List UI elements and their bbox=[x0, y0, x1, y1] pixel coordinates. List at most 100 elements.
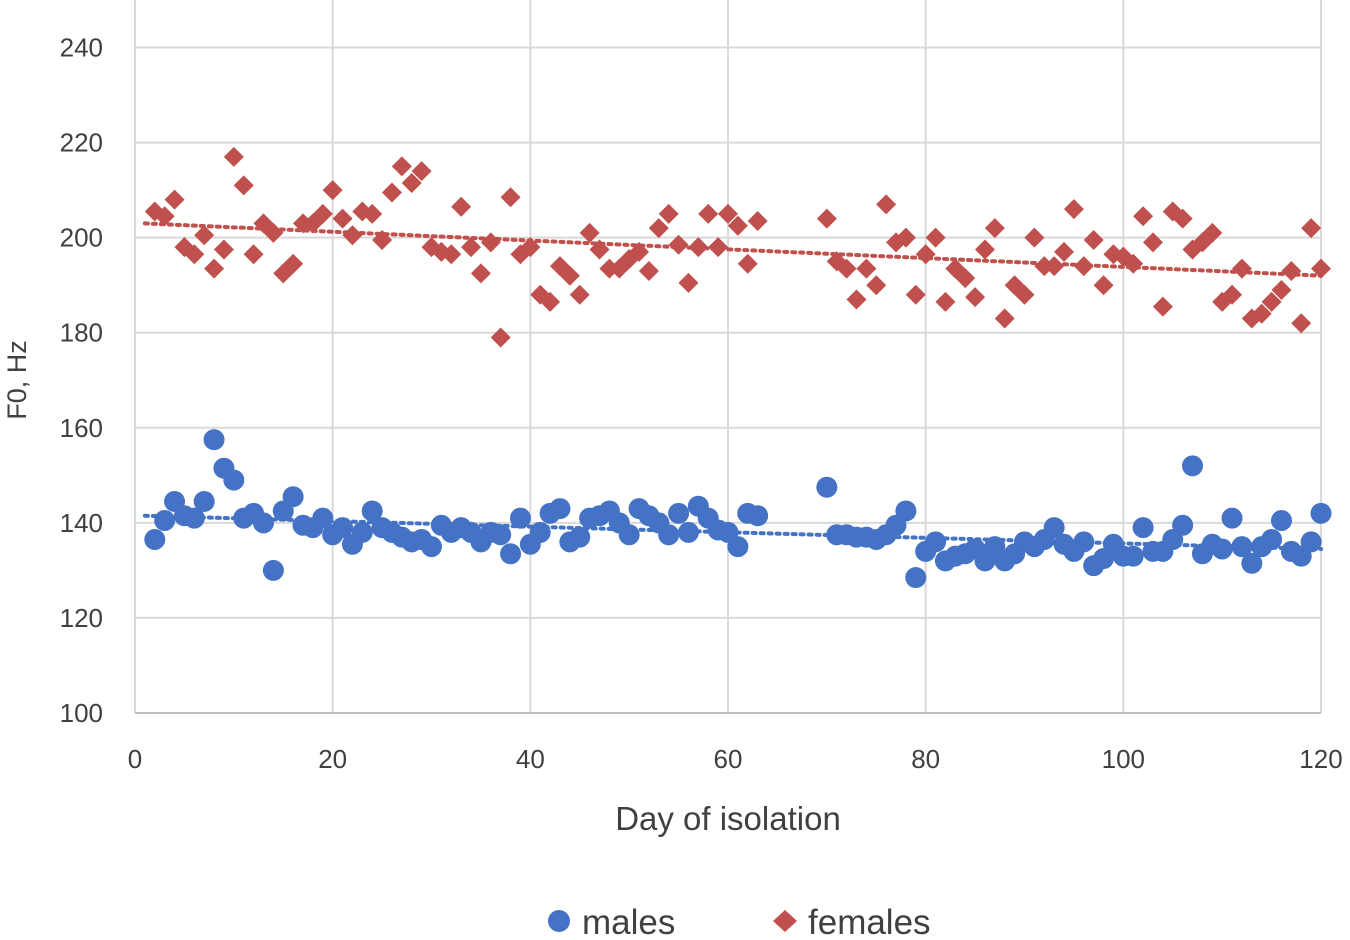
females-point bbox=[589, 239, 610, 260]
legend-females-label: females bbox=[808, 903, 931, 940]
females-point bbox=[1133, 206, 1154, 227]
females-point bbox=[1261, 291, 1282, 312]
females-point bbox=[856, 258, 877, 279]
males-point bbox=[658, 524, 680, 546]
females-point bbox=[490, 327, 511, 348]
females-point bbox=[1231, 258, 1252, 279]
y-tick-label: 160 bbox=[60, 413, 103, 443]
females-point bbox=[727, 215, 748, 236]
females-point bbox=[1281, 260, 1302, 281]
females-point bbox=[470, 263, 491, 284]
females-point bbox=[500, 187, 521, 208]
females-point bbox=[955, 268, 976, 289]
females-point bbox=[391, 156, 412, 177]
females-point bbox=[925, 227, 946, 248]
females-point bbox=[984, 218, 1005, 239]
females-point bbox=[1004, 275, 1025, 296]
legend: males females bbox=[548, 903, 931, 940]
gridlines bbox=[134, 0, 1322, 713]
females-point bbox=[164, 189, 185, 210]
females-point bbox=[1123, 253, 1144, 274]
trendlines bbox=[142, 221, 1323, 552]
females-point bbox=[648, 218, 669, 239]
males-point bbox=[203, 429, 225, 451]
females-point bbox=[342, 225, 363, 246]
females-point bbox=[283, 253, 304, 274]
females-trendline bbox=[142, 221, 1323, 278]
males-point bbox=[1073, 531, 1095, 553]
males-point bbox=[677, 521, 699, 543]
females-point bbox=[816, 208, 837, 229]
females-point bbox=[480, 232, 501, 253]
females-point bbox=[362, 203, 383, 224]
x-axis-title: Day of isolation bbox=[615, 800, 841, 837]
males-point bbox=[1300, 531, 1322, 553]
males-point bbox=[252, 512, 274, 534]
y-tick-label: 140 bbox=[60, 508, 103, 538]
females-point bbox=[658, 203, 679, 224]
males-point bbox=[193, 490, 215, 512]
x-tick-label: 60 bbox=[714, 744, 743, 774]
females-point bbox=[965, 287, 986, 308]
females-point bbox=[194, 225, 215, 246]
x-tick-label: 40 bbox=[516, 744, 545, 774]
y-tick-label: 200 bbox=[60, 223, 103, 253]
males-point bbox=[925, 531, 947, 553]
females-point bbox=[836, 258, 857, 279]
females-point bbox=[698, 203, 719, 224]
females-point bbox=[1301, 218, 1322, 239]
females-point bbox=[1054, 241, 1075, 262]
females-point bbox=[1024, 227, 1045, 248]
females-point bbox=[520, 237, 541, 258]
males-point bbox=[223, 469, 245, 491]
males-point bbox=[668, 502, 690, 524]
legend-males-marker bbox=[548, 910, 570, 932]
females-point bbox=[678, 272, 699, 293]
males-point bbox=[727, 536, 749, 558]
males-point bbox=[905, 567, 927, 589]
x-tick-label: 100 bbox=[1102, 744, 1145, 774]
y-tick-label: 220 bbox=[60, 128, 103, 158]
females-point bbox=[540, 291, 561, 312]
males-point bbox=[144, 529, 166, 551]
females-point bbox=[895, 227, 916, 248]
females-point bbox=[688, 237, 709, 258]
females-point bbox=[204, 258, 225, 279]
females-point bbox=[411, 161, 432, 182]
y-tick-label: 180 bbox=[60, 318, 103, 348]
y-tick-label: 240 bbox=[60, 33, 103, 63]
females-point bbox=[708, 237, 729, 258]
males-point bbox=[1221, 507, 1243, 529]
females-point bbox=[1311, 258, 1331, 279]
females-point bbox=[1152, 296, 1173, 317]
females-point bbox=[579, 222, 600, 243]
females-point bbox=[184, 244, 205, 265]
females-point bbox=[1103, 244, 1124, 265]
females-point bbox=[154, 206, 175, 227]
x-tick-label: 0 bbox=[128, 744, 142, 774]
males-point bbox=[312, 507, 334, 529]
females-point bbox=[1083, 230, 1104, 251]
females-point bbox=[629, 241, 650, 262]
females-point bbox=[1142, 232, 1163, 253]
males-point bbox=[154, 509, 176, 531]
females-point bbox=[915, 244, 936, 265]
females-point bbox=[332, 208, 353, 229]
males-point bbox=[1182, 455, 1204, 477]
males-point bbox=[1310, 502, 1332, 524]
males-point bbox=[1231, 536, 1253, 558]
x-tick-label: 80 bbox=[911, 744, 940, 774]
males-point bbox=[332, 517, 354, 539]
females-point bbox=[737, 253, 758, 274]
females-point bbox=[223, 146, 244, 167]
females-point bbox=[569, 284, 590, 305]
males-point bbox=[490, 524, 512, 546]
data-points bbox=[144, 146, 1332, 589]
females-point bbox=[1172, 208, 1193, 229]
males-point bbox=[529, 521, 551, 543]
females-point bbox=[312, 203, 333, 224]
females-point bbox=[401, 173, 422, 194]
y-tick-label: 120 bbox=[60, 603, 103, 633]
males-point bbox=[569, 526, 591, 548]
